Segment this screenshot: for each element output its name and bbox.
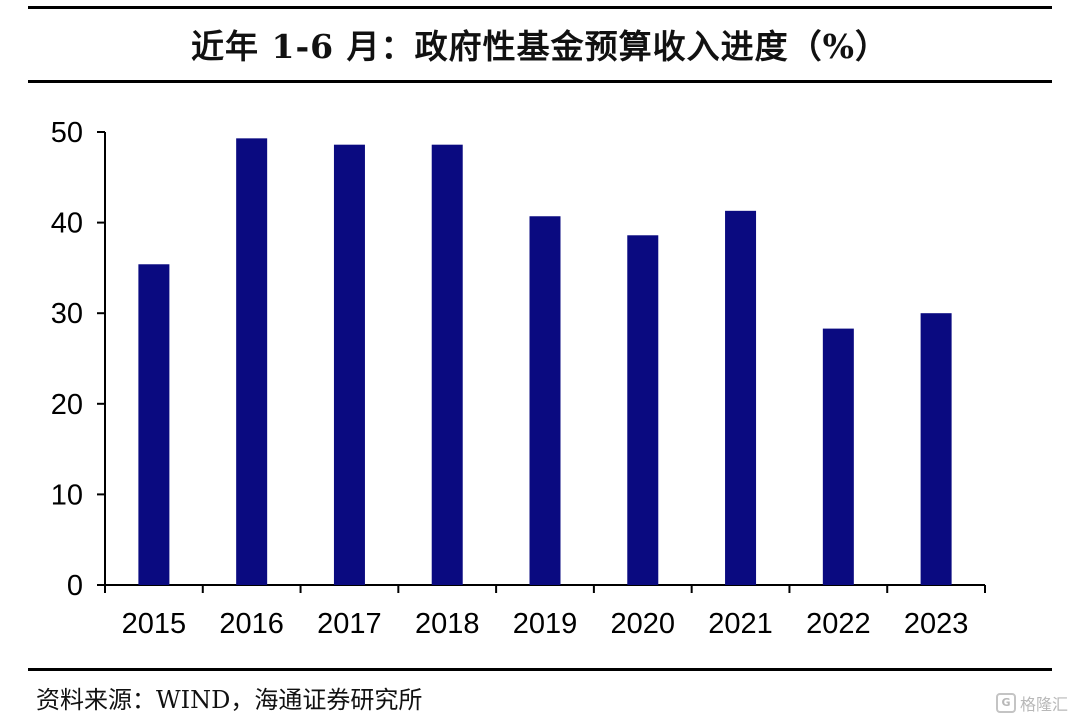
x-tick-label: 2020	[611, 608, 676, 640]
bar-2021	[725, 210, 757, 585]
top-rule	[28, 6, 1052, 9]
y-tick-label: 20	[51, 389, 83, 421]
title-rule	[28, 80, 1052, 83]
x-tick-label: 2018	[415, 608, 480, 640]
watermark-text: 格隆汇	[1019, 695, 1068, 714]
bar-2019	[529, 216, 561, 585]
y-tick-label: 50	[51, 117, 83, 149]
y-tick-label: 10	[51, 479, 83, 511]
x-tick-label: 2019	[513, 608, 578, 640]
y-tick-label: 40	[51, 208, 83, 240]
bar-2016	[236, 138, 268, 586]
bar-2020	[627, 235, 659, 585]
x-tick-label: 2017	[317, 608, 382, 640]
x-tick-label: 2015	[122, 608, 187, 640]
bar-2015	[138, 264, 170, 585]
x-tick-label: 2021	[708, 608, 773, 640]
y-tick-label: 30	[51, 298, 83, 330]
y-tick-label: 0	[67, 570, 83, 602]
chart-title: 近年 1-6 月：政府性基金预算收入进度（%）	[191, 27, 889, 66]
bar-2023	[920, 313, 952, 585]
bar-2022	[822, 328, 854, 585]
bar-2018	[431, 144, 463, 585]
source-note: 资料来源：WIND，海通证券研究所	[36, 686, 423, 714]
watermark-logo-icon: G	[995, 693, 1016, 713]
bar-2017	[333, 144, 365, 585]
watermark: G 格隆汇	[995, 691, 1068, 715]
x-tick-label: 2022	[806, 608, 871, 640]
bottom-rule	[28, 668, 1052, 671]
x-tick-label: 2023	[904, 608, 969, 640]
x-tick-label: 2016	[219, 608, 284, 640]
